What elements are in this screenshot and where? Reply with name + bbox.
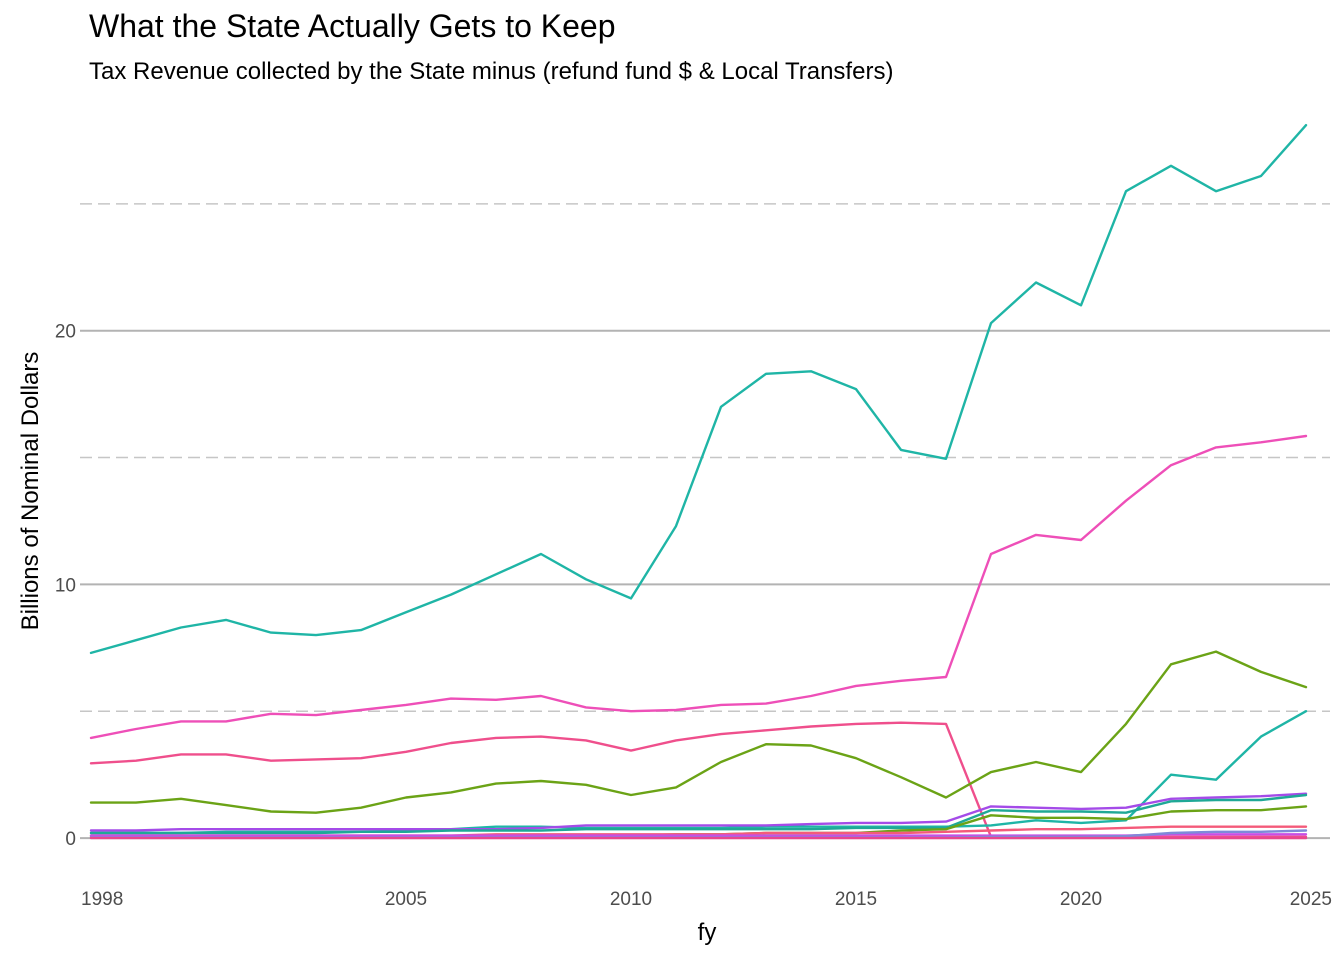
chart-subtitle: Tax Revenue collected by the State minus… — [89, 58, 894, 85]
series-line-4 — [89, 650, 1308, 814]
y-tick-label: 0 — [65, 829, 76, 850]
grid-layer — [80, 203, 1330, 840]
series-line-5 — [89, 710, 1308, 835]
x-tick-label: 2015 — [835, 889, 877, 910]
x-tick-label: 1998 — [81, 889, 123, 910]
series-line-1 — [89, 123, 1308, 655]
series-layer — [89, 123, 1308, 840]
chart-title: What the State Actually Gets to Keep — [89, 8, 616, 44]
y-tick-label: 10 — [55, 575, 76, 596]
series-line-2 — [89, 434, 1308, 740]
y-axis-title: Billions of Nominal Dollars — [17, 352, 44, 631]
x-tick-label: 2005 — [385, 889, 427, 910]
x-tick-label: 2020 — [1060, 889, 1102, 910]
tick-layer: 0 10 20 1998 2005 2010 2015 2020 2025 — [55, 322, 1332, 910]
x-tick-label: 2025 — [1290, 889, 1332, 910]
series-line-6 — [89, 792, 1308, 832]
x-axis-title: fy — [698, 919, 717, 946]
series-line-7 — [89, 793, 1308, 835]
x-tick-label: 2010 — [610, 889, 652, 910]
y-tick-label: 20 — [55, 322, 76, 343]
